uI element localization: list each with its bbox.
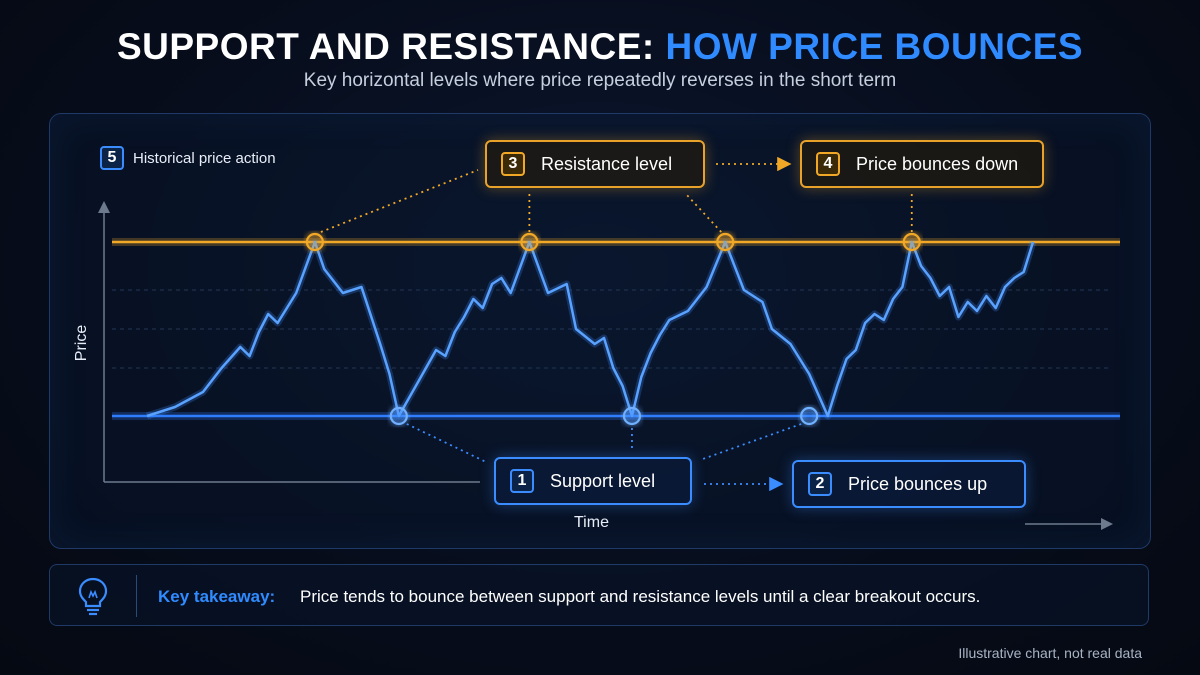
legend-price-action: 5 Historical price action [100,146,276,170]
callout-connectors [320,156,913,492]
callout-bounce-up-number: 2 [808,472,832,496]
axes [98,201,1113,530]
legend-number: 5 [100,146,124,170]
resistance-touch-2 [716,232,735,252]
takeaway-bar: Key takeaway: Price tends to bounce betw… [49,564,1149,626]
resistance-touch-3 [902,232,921,252]
support-touch-0 [389,406,408,426]
callout-support: 1 Support level [494,457,692,505]
page-subtitle: Key horizontal levels where price repeat… [303,70,897,91]
support-touch-1 [622,406,642,426]
resistance-touch-0 [305,232,324,252]
callout-resistance: 3 Resistance level [485,140,705,188]
price-line [146,240,1035,418]
legend-label: Historical price action [133,149,276,167]
title-accent: HOW PRICE BOUNCES [665,26,1084,67]
title-main: SUPPORT AND RESISTANCE: [116,26,655,67]
connector-support-1 [406,423,487,463]
footnote: Illustrative chart, not real data [958,645,1142,661]
callout-resistance-number: 3 [501,152,525,176]
page-title: SUPPORT AND RESISTANCE: HOW PRICE BOUNCE… [0,26,1200,68]
callout-bounce-up: 2 Price bounces up [792,460,1026,508]
callout-resistance-label: Resistance level [541,153,673,174]
levels [112,238,1120,420]
connector-support-3 [699,423,802,461]
takeaway-divider [136,575,137,617]
callout-support-label: Support level [550,470,656,491]
callout-bounce-up-label: Price bounces up [848,473,988,494]
price-line-glow [145,238,1037,420]
connector-resistance-1 [320,169,479,233]
connector-resistance-3 [685,193,722,233]
grid-lines [112,289,1110,369]
support-touch-2 [800,406,819,426]
price-series [145,238,1037,420]
callout-support-number: 1 [510,469,534,493]
callout-bounce-down-label: Price bounces down [856,153,1019,174]
touch-markers [305,232,921,426]
takeaway-text: Price tends to bounce between support an… [300,587,981,606]
x-axis-label: Time [574,514,609,531]
y-axis-label: Price [73,324,91,362]
callout-bounce-down-number: 4 [816,152,840,176]
resistance-touch-1 [520,232,539,252]
callout-bounce-down: 4 Price bounces down [800,140,1044,188]
lightbulb-icon [78,577,108,616]
takeaway-label: Key takeaway: [158,587,276,606]
